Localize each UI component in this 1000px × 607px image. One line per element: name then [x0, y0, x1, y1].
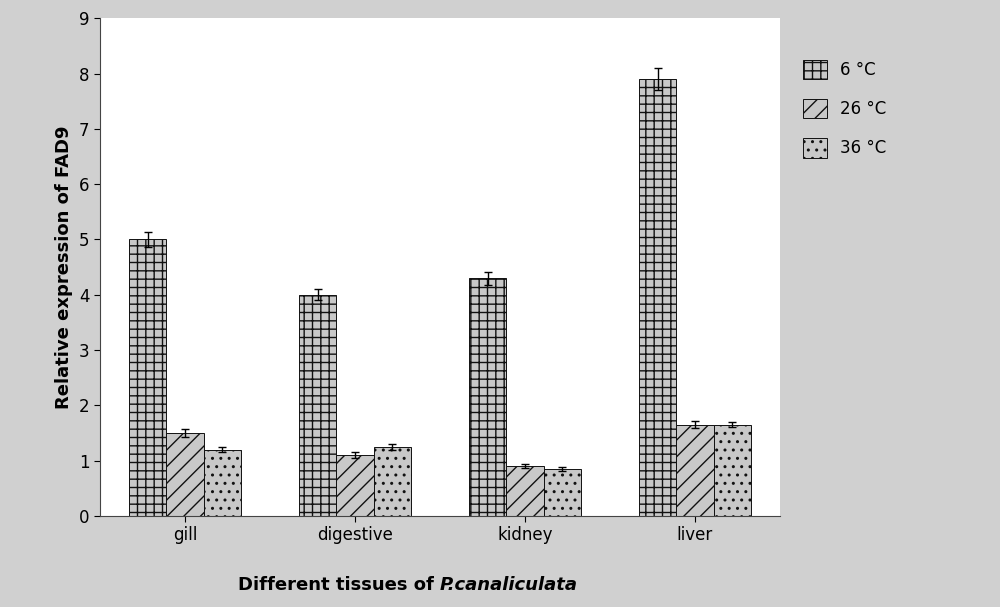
Text: P.canaliculata: P.canaliculata	[440, 575, 578, 594]
Bar	[204, 450, 241, 516]
Bar	[714, 425, 751, 516]
Bar	[336, 455, 374, 516]
Bar	[506, 466, 544, 516]
Bar	[374, 447, 411, 516]
Text: Different tissues of: Different tissues of	[238, 575, 440, 594]
Bar	[469, 278, 506, 516]
Bar	[299, 295, 336, 516]
Bar	[129, 239, 166, 516]
Bar	[166, 433, 204, 516]
Bar	[676, 425, 714, 516]
Bar	[544, 469, 581, 516]
Bar	[639, 79, 676, 516]
Legend: 6 °C, 26 °C, 36 °C: 6 °C, 26 °C, 36 °C	[795, 52, 895, 166]
Y-axis label: Relative expression of FAD9: Relative expression of FAD9	[55, 125, 73, 409]
